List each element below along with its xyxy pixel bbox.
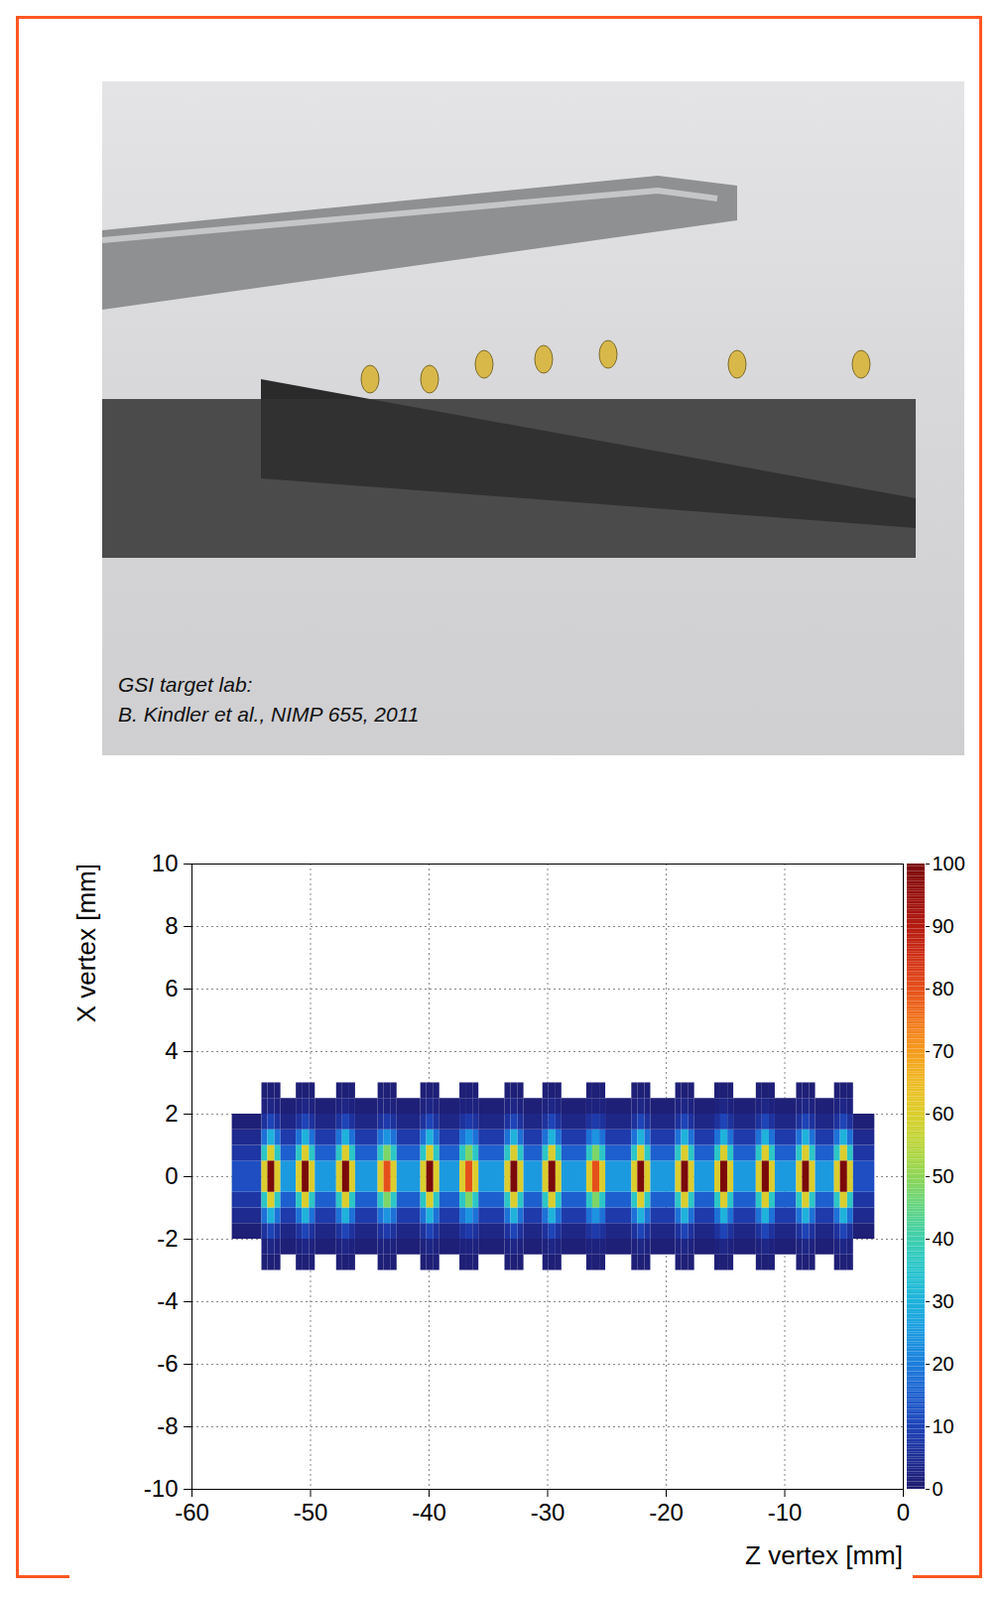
- svg-text:70: 70: [932, 1039, 955, 1062]
- svg-text:X vertex [mm]: X vertex [mm]: [71, 863, 102, 1022]
- svg-text:8: 8: [164, 911, 178, 939]
- svg-text:Z vertex [mm]: Z vertex [mm]: [745, 1539, 903, 1570]
- svg-text:2: 2: [164, 1099, 178, 1127]
- svg-text:100: 100: [932, 852, 966, 875]
- svg-text:-20: -20: [648, 1498, 684, 1525]
- svg-text:10: 10: [151, 849, 179, 877]
- svg-text:-40: -40: [411, 1498, 447, 1525]
- svg-text:80: 80: [932, 977, 955, 1000]
- svg-text:0: 0: [932, 1477, 944, 1500]
- svg-text:20: 20: [932, 1352, 955, 1375]
- svg-text:-2: -2: [156, 1224, 178, 1252]
- svg-text:-60: -60: [174, 1498, 210, 1525]
- svg-text:-6: -6: [156, 1349, 178, 1377]
- svg-text:-50: -50: [293, 1498, 329, 1525]
- svg-text:30: 30: [932, 1289, 955, 1312]
- svg-text:50: 50: [932, 1164, 955, 1187]
- svg-text:-10: -10: [767, 1498, 803, 1525]
- svg-text:6: 6: [164, 974, 178, 1002]
- svg-text:90: 90: [932, 914, 955, 937]
- svg-text:-4: -4: [156, 1286, 178, 1314]
- svg-text:0: 0: [896, 1498, 910, 1525]
- svg-text:0: 0: [164, 1161, 178, 1189]
- svg-text:-8: -8: [156, 1411, 178, 1439]
- svg-text:10: 10: [932, 1414, 955, 1437]
- html-text:B. Kindler et al., NIMP 655, 2: B. Kindler et al., NIMP 655, 2011: [118, 702, 420, 726]
- svg-text:4: 4: [164, 1036, 178, 1064]
- svg-text:60: 60: [932, 1102, 955, 1125]
- svg-text:-10: -10: [143, 1474, 179, 1502]
- svg-text:40: 40: [932, 1227, 955, 1250]
- html-text:GSI target lab:: GSI target lab:: [118, 672, 253, 696]
- svg-text:-30: -30: [530, 1498, 566, 1525]
